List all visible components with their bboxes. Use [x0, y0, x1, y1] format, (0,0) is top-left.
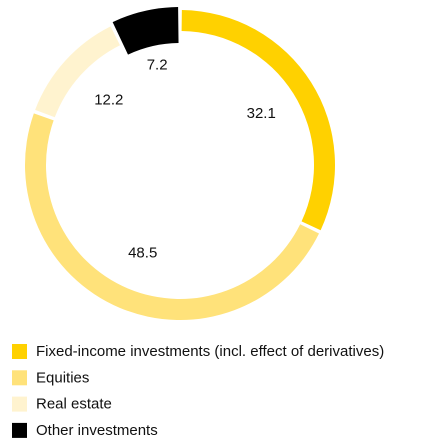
legend-label: Equities [36, 369, 89, 386]
donut-slice [181, 10, 336, 231]
donut-slice [35, 26, 120, 118]
legend-swatch [12, 422, 27, 438]
data-label: 32.1 [247, 105, 276, 122]
legend-label: Real estate [36, 396, 112, 413]
donut-slice [25, 113, 320, 320]
data-label: 12.2 [94, 92, 123, 109]
data-label: 7.2 [147, 57, 168, 74]
legend-swatch [12, 370, 27, 386]
data-label: 48.5 [128, 244, 157, 261]
legend-label: Fixed-income investments (incl. effect o… [36, 343, 384, 360]
legend-swatch [12, 344, 27, 359]
legend-label: Other investments [36, 422, 158, 439]
donut-slice [112, 7, 179, 55]
legend-swatch [12, 396, 27, 412]
